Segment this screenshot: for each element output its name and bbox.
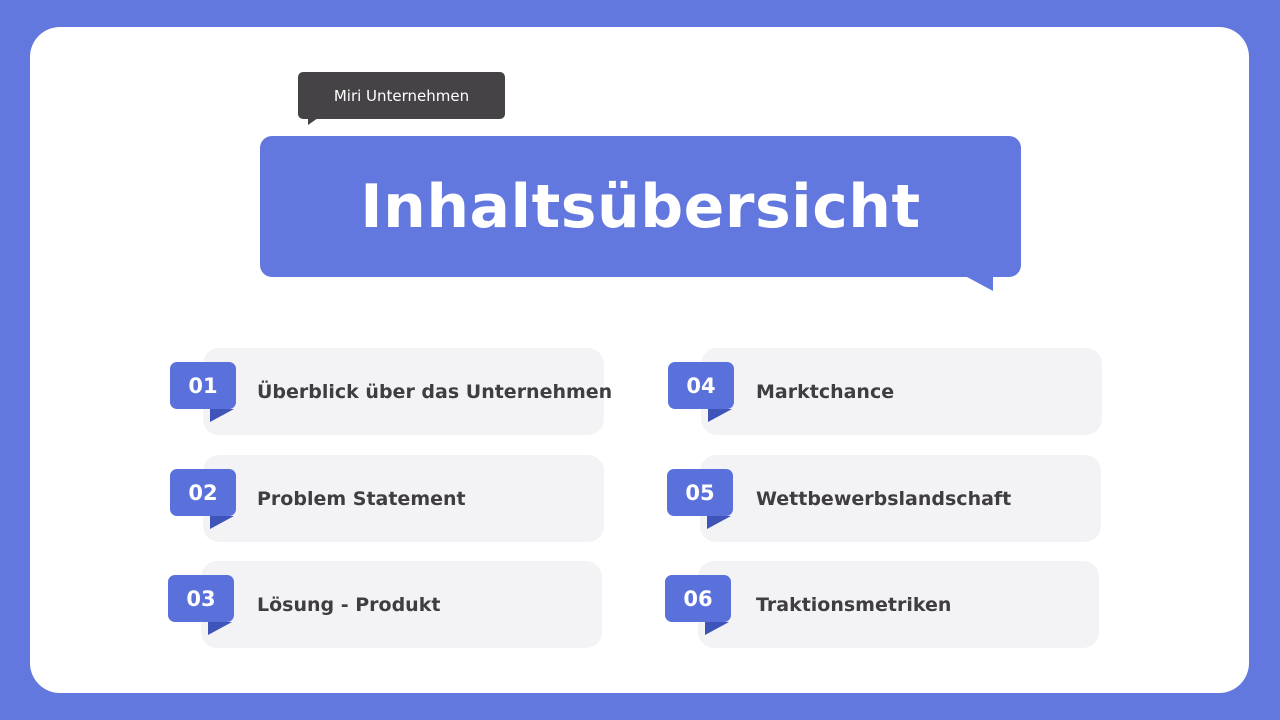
item-number-badge: 01 bbox=[170, 362, 236, 422]
item-card bbox=[203, 348, 604, 435]
item-card bbox=[700, 455, 1101, 542]
speech-tail bbox=[705, 622, 729, 635]
item-number: 06 bbox=[683, 586, 713, 611]
title-banner: Inhaltsübersicht bbox=[260, 136, 1021, 291]
item-number: 04 bbox=[686, 373, 716, 398]
toc-item-03: 03 Lösung - Produkt bbox=[168, 561, 638, 649]
page-title: Inhaltsübersicht bbox=[360, 171, 921, 242]
toc-item-05: 05 Wettbewerbslandschaft bbox=[667, 455, 1137, 543]
item-number-badge: 02 bbox=[170, 469, 236, 529]
item-label: Marktchance bbox=[756, 380, 895, 403]
toc-item-02: 02 Problem Statement bbox=[170, 455, 640, 543]
item-number: 05 bbox=[685, 480, 715, 505]
speech-tail bbox=[210, 516, 234, 529]
speech-tail bbox=[707, 516, 731, 529]
speech-tail bbox=[967, 277, 993, 291]
item-card bbox=[201, 561, 602, 648]
item-card bbox=[203, 455, 604, 542]
speech-tail bbox=[308, 118, 318, 125]
toc-item-04: 04 Marktchance bbox=[668, 348, 1138, 436]
item-number-badge: 03 bbox=[168, 575, 234, 635]
item-number-badge: 04 bbox=[668, 362, 734, 422]
item-label: Traktionsmetriken bbox=[756, 593, 952, 616]
company-name: Miri Unternehmen bbox=[333, 86, 470, 105]
item-label: Lösung - Produkt bbox=[257, 593, 441, 616]
item-card bbox=[701, 348, 1102, 435]
speech-tail bbox=[210, 409, 234, 422]
item-number: 03 bbox=[186, 586, 216, 611]
item-number: 02 bbox=[188, 480, 218, 505]
company-tag: Miri Unternehmen bbox=[298, 72, 505, 125]
speech-tail bbox=[708, 409, 732, 422]
item-number-badge: 05 bbox=[667, 469, 733, 529]
item-label: Problem Statement bbox=[257, 487, 466, 510]
toc-item-01: 01 Überblick über das Unternehmen bbox=[170, 348, 640, 436]
item-label: Überblick über das Unternehmen bbox=[257, 380, 613, 403]
item-label: Wettbewerbslandschaft bbox=[756, 487, 1012, 510]
item-number: 01 bbox=[188, 373, 218, 398]
item-number-badge: 06 bbox=[665, 575, 731, 635]
item-card bbox=[698, 561, 1099, 648]
speech-tail bbox=[208, 622, 232, 635]
toc-item-06: 06 Traktionsmetriken bbox=[665, 561, 1135, 649]
